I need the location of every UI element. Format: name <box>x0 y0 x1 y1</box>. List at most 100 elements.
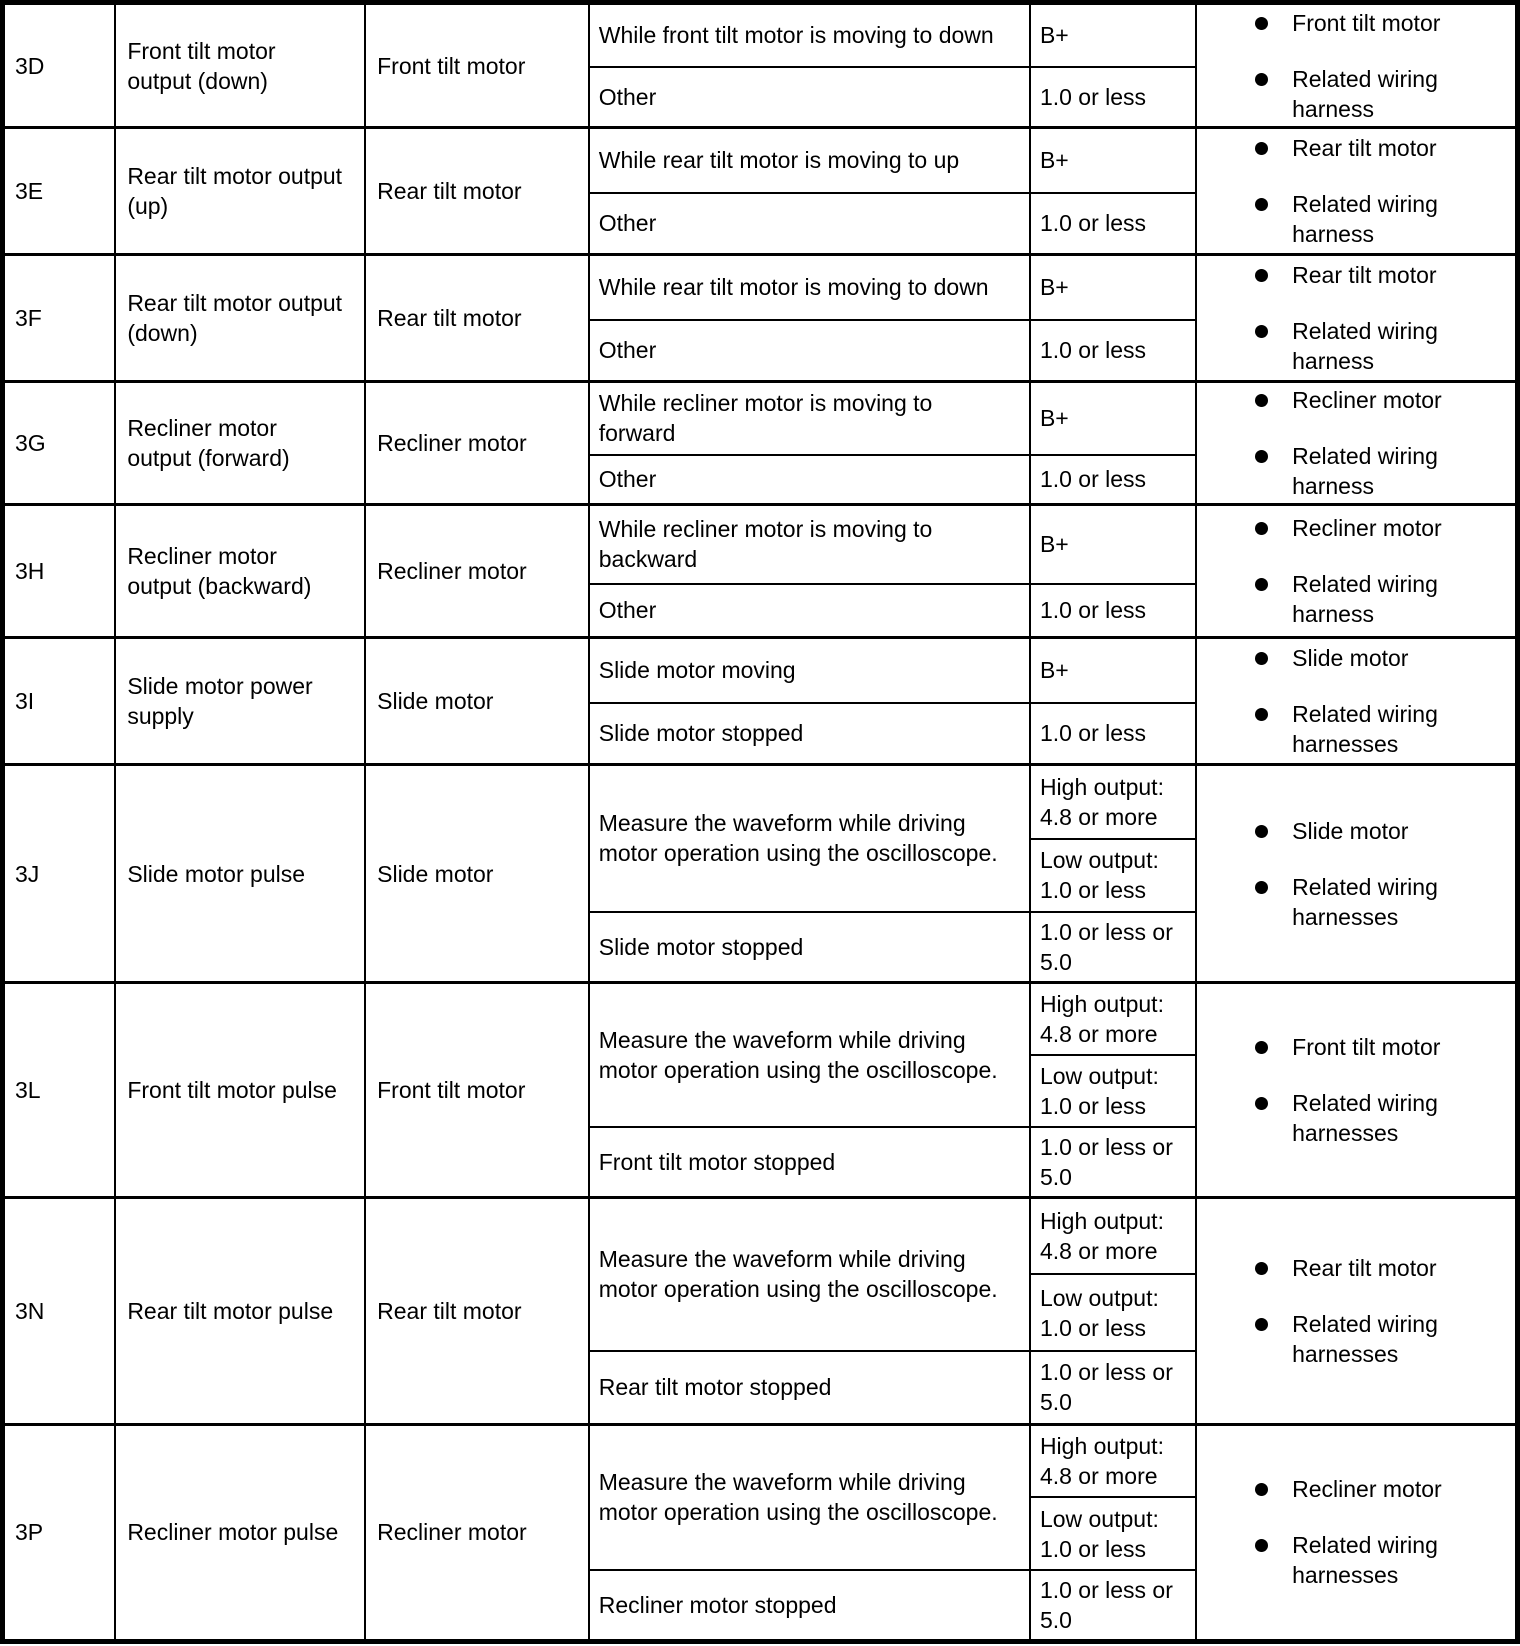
related-part-label: Slide motor <box>1292 645 1409 671</box>
condition-cell-text: While front tilt motor is moving to down <box>598 22 994 49</box>
related-part-label: Related wiring harnesses <box>1292 1310 1438 1367</box>
condition-cell-text: Slide motor stopped <box>598 720 804 747</box>
bullet-icon <box>1255 450 1269 463</box>
value-cell: 1.0 or less <box>1028 453 1198 506</box>
condition-cell: Measure the waveform while driving motor… <box>587 763 1031 913</box>
condition-cell: Measure the waveform while driving motor… <box>587 1422 1031 1571</box>
value-cell: 1.0 or less <box>1028 582 1198 639</box>
description-cell: Recliner motor output (backward) <box>114 503 367 639</box>
value-cell-text: 1.0 or less or 5.0 <box>1039 1359 1173 1416</box>
related-part-item: Related wiring harness <box>1255 316 1509 376</box>
bullet-icon <box>1255 824 1269 838</box>
table-row: Front tilt motor stopped 1.0 or less or 5… <box>3 1125 1518 1198</box>
table-row: 3N Rear tilt motor pulse Rear tilt motor Me… <box>1 1195 1519 1425</box>
condition-cell: Other <box>587 318 1031 383</box>
value-cell-text: Low output: 1.0 or less <box>1039 1062 1159 1119</box>
related-part-item: Recliner motor <box>1255 513 1509 543</box>
table-row: Other 1.0 or less <box>3 582 1518 639</box>
value-cell-text: 1.0 or less or 5.0 <box>1039 918 1173 975</box>
condition-cell-text: While recliner motor is moving to forwar… <box>598 390 933 447</box>
related-part-label: Rear tilt motor <box>1292 1254 1437 1281</box>
value-cell-text: Low output: 1.0 or less <box>1039 1284 1159 1341</box>
related-parts-list: Rear tilt motor Related wiring harness <box>1198 133 1509 249</box>
description-cell-text: Recliner motor pulse <box>127 1519 339 1546</box>
condition-cell: While rear tilt motor is moving to up <box>587 126 1031 194</box>
component-cell-text: Slide motor <box>377 860 494 887</box>
code-cell: 3E <box>1 126 117 256</box>
code-cell: 3I <box>1 636 117 766</box>
value-cell: 1.0 or less <box>1028 65 1198 129</box>
condition-cell: While front tilt motor is moving to down <box>587 1 1031 68</box>
related-part-item: Front tilt motor <box>1255 8 1509 38</box>
condition-cell: Other <box>587 453 1031 506</box>
bullet-icon <box>1255 1096 1269 1110</box>
bullet-icon <box>1255 880 1269 894</box>
related-part-item: Related wiring harnesses <box>1255 699 1509 759</box>
code-cell-text: 3H <box>15 558 45 584</box>
related-part-item: Slide motor <box>1255 816 1509 846</box>
condition-cell: Front tilt motor stopped <box>587 1125 1031 1198</box>
value-cell: High output: 4.8 or more <box>1028 981 1198 1056</box>
value-cell-text: B+ <box>1039 147 1069 174</box>
value-cell-text: 1.0 or less <box>1039 597 1147 624</box>
related-part-label: Front tilt motor <box>1292 9 1441 36</box>
value-cell: 1.0 or less or 5.0 <box>1028 1569 1198 1643</box>
related-part-label: Related wiring harnesses <box>1292 1532 1438 1589</box>
condition-cell-text: Measure the waveform while driving motor… <box>598 1469 998 1526</box>
component-cell-text: Recliner motor <box>377 1519 527 1546</box>
related-part-label: Recliner motor <box>1292 1476 1442 1503</box>
table-row: 3D Front tilt motor output (down) Front ti… <box>1 1 1519 129</box>
related-part-item: Related wiring harnesses <box>1255 1309 1509 1369</box>
table-row: Other 1.0 or less <box>3 191 1518 256</box>
condition-cell-text: Slide motor moving <box>598 657 796 684</box>
related-part-label: Related wiring harness <box>1292 571 1438 627</box>
value-cell: B+ <box>1028 380 1198 456</box>
description-cell-text: Front tilt motor output (down) <box>127 37 276 94</box>
description-cell: Front tilt motor output (down) <box>114 1 367 129</box>
component-cell: Recliner motor <box>364 1422 590 1643</box>
related-part-label: Front tilt motor <box>1292 1033 1441 1060</box>
bullet-icon <box>1255 72 1269 86</box>
value-cell: B+ <box>1028 126 1198 194</box>
condition-cell-text: Slide motor stopped <box>598 933 804 960</box>
related-part-item: Rear tilt motor <box>1255 1253 1509 1283</box>
related-parts-list: Rear tilt motor Related wiring harness <box>1198 260 1509 376</box>
related-part-item: Slide motor <box>1255 643 1509 673</box>
related-part-item: Rear tilt motor <box>1255 133 1509 163</box>
related-part-item: Front tilt motor <box>1255 1032 1509 1062</box>
related-parts-list: Rear tilt motor Related wiring harnesses <box>1198 1253 1509 1369</box>
table-row: 3P Recliner motor pulse Recliner motor Meas… <box>1 1422 1519 1643</box>
related-part-item: Related wiring harness <box>1255 569 1509 629</box>
table-row: 3L Front tilt motor pulse Front tilt motor… <box>1 981 1519 1198</box>
condition-cell: Other <box>587 191 1031 256</box>
related-part-label: Related wiring harness <box>1292 443 1438 499</box>
component-cell: Recliner motor <box>364 380 590 506</box>
value-cell-text: 1.0 or less <box>1039 466 1147 493</box>
condition-cell: Rear tilt motor stopped <box>587 1350 1031 1425</box>
related-parts-cell: Slide motor Related wiring harnesses <box>1195 636 1519 766</box>
bullet-icon <box>1255 198 1269 211</box>
code-cell-text: 3N <box>15 1297 45 1324</box>
code-cell: 3N <box>1 1195 117 1425</box>
table-row: Other 1.0 or less <box>3 453 1518 506</box>
condition-cell-text: Other <box>598 597 657 624</box>
table-row: 3I Slide motor power supply Slide motor Sli… <box>1 636 1519 766</box>
code-cell: 3H <box>1 503 117 639</box>
code-cell: 3G <box>1 380 117 506</box>
bullet-icon <box>1255 1483 1269 1497</box>
table-row: 3H Recliner motor output (backward) Reclin… <box>1 503 1519 639</box>
value-cell-text: 1.0 or less <box>1039 83 1147 110</box>
related-parts-list: Recliner motor Related wiring harnesses <box>1198 1474 1509 1590</box>
related-parts-cell: Rear tilt motor Related wiring harness <box>1195 126 1519 256</box>
bullet-icon <box>1255 522 1269 535</box>
related-part-item: Rear tilt motor <box>1255 260 1509 290</box>
related-part-label: Related wiring harnesses <box>1292 701 1438 757</box>
condition-cell-text: Front tilt motor stopped <box>598 1148 836 1175</box>
value-cell: Low output: 1.0 or less <box>1028 1053 1198 1128</box>
related-part-label: Related wiring harness <box>1292 318 1438 374</box>
value-cell: B+ <box>1028 253 1198 321</box>
component-cell: Rear tilt motor <box>364 253 590 383</box>
related-part-label: Recliner motor <box>1292 387 1442 413</box>
description-cell-text: Recliner motor output (forward) <box>127 415 290 471</box>
value-cell-text: High output: 4.8 or more <box>1039 990 1164 1047</box>
